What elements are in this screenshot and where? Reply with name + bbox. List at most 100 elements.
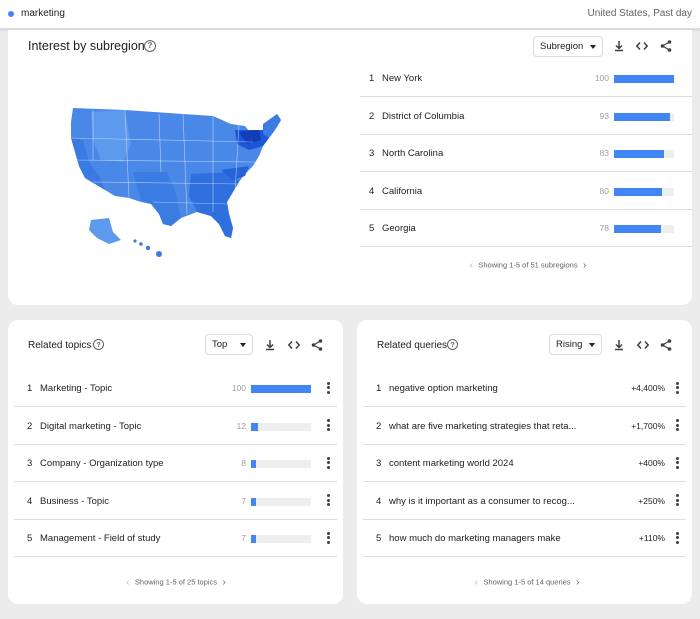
topic-name[interactable]: Digital marketing - Topic: [40, 420, 142, 432]
topic-bar: [251, 422, 311, 431]
query-row[interactable]: 2 what are five marketing strategies that…: [363, 408, 686, 445]
queries-select[interactable]: Rising: [549, 334, 602, 355]
chevron-right-icon[interactable]: ›: [583, 260, 587, 271]
more-options-icon[interactable]: [323, 455, 333, 471]
more-options-icon[interactable]: [672, 418, 682, 434]
chevron-left-icon[interactable]: ‹: [474, 577, 478, 588]
rank-number: 1: [376, 383, 382, 394]
chevron-right-icon[interactable]: ›: [575, 577, 580, 588]
interest-value: 93: [599, 110, 609, 121]
query-row[interactable]: 4 why is it important as a consumer to re…: [363, 483, 686, 520]
subregion-pager-text: Showing 1-5 of 51 subregions: [478, 260, 578, 270]
subregion-name[interactable]: North Carolina: [382, 148, 444, 159]
topic-bar-fill: [251, 422, 259, 431]
embed-code-icon[interactable]: [635, 39, 649, 53]
rank-number: 4: [27, 495, 33, 507]
query-row[interactable]: 5 how much do marketing managers make +110…: [363, 520, 686, 557]
chevron-right-icon[interactable]: ›: [222, 577, 226, 588]
help-icon[interactable]: ?: [93, 339, 104, 350]
rank-number: 5: [376, 533, 382, 544]
topic-row[interactable]: 5 Management - Field of study 7: [14, 520, 337, 557]
topic-bar: [251, 535, 311, 543]
embed-code-icon[interactable]: [636, 338, 650, 352]
related-topics-card: Related topics ? Top 1 Marketing - Topic 1…: [8, 320, 343, 604]
more-options-icon[interactable]: [672, 380, 682, 396]
rank-number: 3: [369, 148, 375, 159]
subregion-title: Interest by subregion: [28, 39, 145, 53]
topic-row[interactable]: 3 Company - Organization type 8: [14, 445, 337, 482]
topic-bar-fill: [251, 535, 256, 543]
subregion-name[interactable]: California: [382, 185, 423, 197]
query-text[interactable]: why is it important as a consumer to rec…: [389, 495, 575, 507]
interest-value: 78: [599, 223, 609, 233]
subregion-select[interactable]: Subregion: [533, 36, 603, 57]
rank-number: 5: [369, 223, 375, 234]
query-text[interactable]: what are five marketing strategies that …: [389, 420, 577, 432]
rank-number: 3: [27, 458, 33, 469]
caret-down-icon: [240, 343, 246, 347]
queries-pager-text: Showing 1-5 of 14 queries: [483, 577, 571, 587]
rank-number: 2: [369, 110, 375, 122]
subregion-select-value: Subregion: [540, 41, 584, 52]
embed-code-icon[interactable]: [287, 338, 301, 352]
query-text[interactable]: negative option marketing: [389, 383, 498, 394]
download-icon[interactable]: [263, 338, 277, 352]
share-icon[interactable]: [310, 338, 324, 352]
download-icon[interactable]: [612, 39, 626, 53]
interest-bar-fill: [614, 75, 674, 83]
download-icon[interactable]: [612, 338, 626, 352]
caret-down-icon: [589, 343, 595, 347]
subregion-row[interactable]: 1 New York 100: [360, 60, 692, 97]
topic-value: 12: [236, 420, 246, 431]
topic-name[interactable]: Company - Organization type: [40, 458, 164, 469]
more-options-icon[interactable]: [323, 530, 333, 546]
subregion-name[interactable]: New York: [382, 73, 423, 84]
interest-bar: [614, 150, 674, 158]
subregion-row[interactable]: 4 California 80: [360, 173, 692, 210]
topic-row[interactable]: 4 Business - Topic 7: [14, 483, 337, 520]
queries-pager: ‹ Showing 1-5 of 14 queries ›: [457, 577, 597, 588]
more-options-icon[interactable]: [323, 380, 333, 396]
query-text[interactable]: how much do marketing managers make: [389, 533, 561, 544]
interest-bar: [614, 75, 674, 83]
topic-name[interactable]: Management - Field of study: [40, 533, 161, 544]
subregion-row[interactable]: 5 Georgia 78: [360, 210, 692, 247]
us-subregion-map[interactable]: [63, 100, 293, 260]
more-options-icon[interactable]: [672, 530, 682, 546]
rank-number: 1: [27, 383, 33, 394]
topics-pager-text: Showing 1-5 of 25 topics: [134, 577, 218, 587]
share-icon[interactable]: [659, 39, 673, 53]
search-term[interactable]: marketing: [21, 8, 65, 19]
topics-title: Related topics: [28, 340, 92, 351]
subregion-name[interactable]: District of Columbia: [382, 110, 465, 122]
rank-number: 4: [369, 185, 375, 197]
topic-row[interactable]: 1 Marketing - Topic 100: [14, 370, 337, 407]
query-growth: +250%: [638, 495, 665, 506]
topic-name[interactable]: Marketing - Topic: [40, 383, 113, 394]
subregion-row[interactable]: 3 North Carolina 83: [360, 135, 692, 172]
query-text[interactable]: content marketing world 2024: [389, 458, 514, 469]
topic-bar: [251, 385, 311, 393]
chevron-left-icon[interactable]: ‹: [469, 260, 473, 271]
query-growth: +110%: [638, 533, 665, 543]
topic-value: 7: [241, 533, 246, 543]
subregion-name[interactable]: Georgia: [382, 223, 416, 234]
search-scope[interactable]: United States, Past day: [587, 8, 692, 19]
topic-name[interactable]: Business - Topic: [40, 495, 109, 507]
topics-select[interactable]: Top: [205, 334, 253, 355]
query-row[interactable]: 3 content marketing world 2024 +400%: [363, 445, 686, 482]
more-options-icon[interactable]: [672, 493, 682, 509]
more-options-icon[interactable]: [323, 493, 333, 509]
subregion-row[interactable]: 2 District of Columbia 93: [360, 98, 692, 135]
help-icon[interactable]: ?: [447, 339, 458, 350]
more-options-icon[interactable]: [672, 455, 682, 471]
interest-bar: [614, 225, 674, 233]
related-queries-card: Related queries ? Rising 1 negative optio…: [357, 320, 692, 604]
more-options-icon[interactable]: [323, 418, 333, 434]
topic-row[interactable]: 2 Digital marketing - Topic 12: [14, 408, 337, 445]
query-growth: +4,400%: [631, 383, 665, 393]
query-row[interactable]: 1 negative option marketing +4,400%: [363, 370, 686, 407]
help-icon[interactable]: ?: [144, 40, 156, 52]
share-icon[interactable]: [659, 338, 673, 352]
chevron-left-icon[interactable]: ‹: [126, 577, 130, 588]
